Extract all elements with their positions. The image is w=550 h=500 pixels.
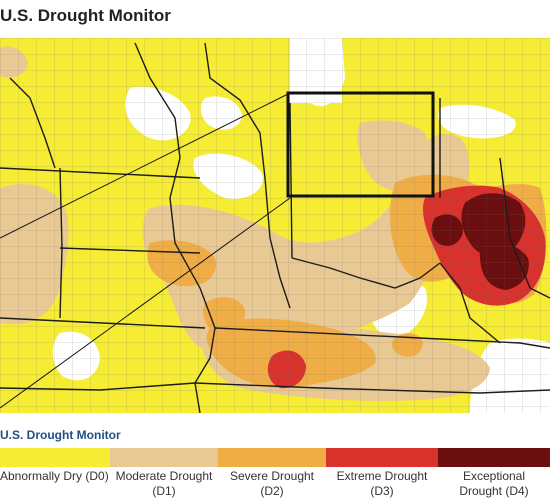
- legend-label-d1: Moderate Drought (D1): [115, 469, 213, 498]
- legend-label-d0: Abnormally Dry (D0): [0, 469, 109, 483]
- inset-frame: [286, 91, 435, 198]
- legend-item-d2: Severe Drought (D2): [218, 448, 326, 500]
- legend-swatch-d3: [326, 448, 438, 467]
- legend-title: U.S. Drought Monitor: [0, 428, 121, 442]
- legend-item-d1: Moderate Drought (D1): [110, 448, 218, 500]
- legend-swatch-d4: [438, 448, 550, 467]
- legend-swatch-d1: [110, 448, 218, 467]
- legend: Abnormally Dry (D0) Moderate Drought (D1…: [0, 448, 550, 500]
- county-lines: [0, 38, 550, 413]
- zoom-guide-lines: [0, 92, 291, 409]
- legend-label-d3: Extreme Drought (D3): [336, 469, 428, 498]
- legend-swatch-d2: [218, 448, 326, 467]
- legend-label-d2: Severe Drought (D2): [229, 469, 315, 498]
- legend-label-d4: Exceptional Drought (D4): [459, 469, 529, 498]
- state-boundaries: [0, 42, 550, 413]
- legend-item-d3: Extreme Drought (D3): [326, 448, 438, 500]
- legend-item-d4: Exceptional Drought (D4): [438, 448, 550, 500]
- drought-map[interactable]: [0, 38, 550, 413]
- legend-item-d0: Abnormally Dry (D0): [0, 448, 110, 500]
- header-bar: U.S. Drought Monitor: [0, 0, 550, 38]
- legend-swatch-d0: [0, 448, 110, 467]
- page-title: U.S. Drought Monitor: [0, 6, 171, 25]
